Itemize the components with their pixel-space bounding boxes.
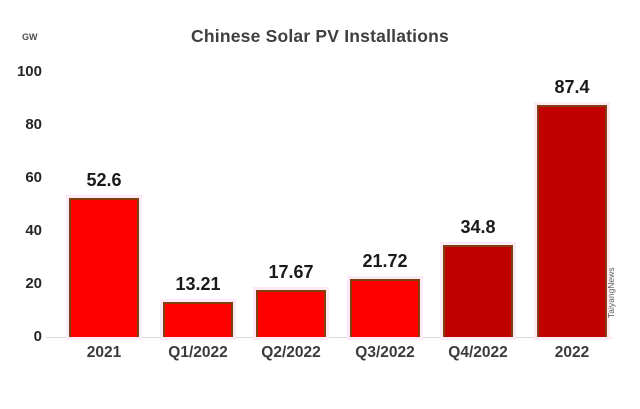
- value-label-q4-2022: 34.8: [460, 216, 496, 237]
- category-label-q4-2022: Q4/2022: [448, 344, 508, 361]
- bar-q2-2022: [256, 290, 326, 337]
- watermark-credit: TaiyangNews: [606, 267, 616, 319]
- bar-2022: [537, 105, 607, 337]
- y-tick-100: 100: [16, 63, 42, 80]
- y-tick-40: 40: [25, 222, 42, 239]
- value-label-2022: 87.4: [554, 77, 590, 98]
- bar-q3-2022: [350, 279, 420, 337]
- category-label-q1-2022: Q1/2022: [168, 344, 228, 361]
- y-tick-0: 0: [33, 328, 42, 345]
- y-tick-80: 80: [25, 116, 42, 133]
- y-tick-20: 20: [25, 275, 42, 292]
- y-axis-unit-label: GW: [22, 32, 38, 42]
- category-label-q2-2022: Q2/2022: [261, 344, 321, 361]
- category-label-2022: 2022: [554, 344, 590, 361]
- bar-q1-2022: [163, 301, 233, 337]
- category-label-q3-2022: Q3/2022: [355, 344, 415, 361]
- y-tick-60: 60: [25, 169, 42, 186]
- category-label-2021: 2021: [86, 344, 122, 361]
- value-label-q1-2022: 13.21: [175, 273, 221, 294]
- bar-q4-2022: [443, 244, 513, 337]
- value-label-q2-2022: 17.67: [268, 262, 314, 283]
- x-axis-line: [46, 337, 612, 338]
- chart-title: Chinese Solar PV Installations: [191, 26, 449, 46]
- bar-2021: [69, 197, 139, 337]
- value-label-2021: 52.6: [86, 169, 122, 190]
- value-label-q3-2022: 21.72: [362, 251, 408, 272]
